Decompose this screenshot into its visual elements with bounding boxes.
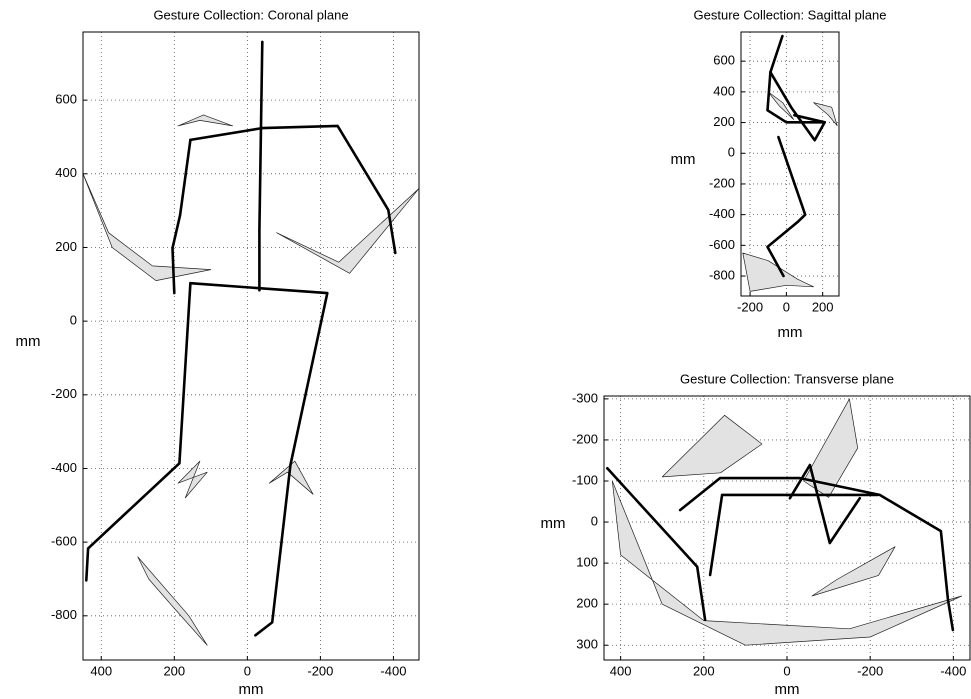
y-tick-label: 200 <box>576 596 598 611</box>
x-tick-label: 400 <box>610 663 632 678</box>
chart-title: Gesture Collection: Coronal plane <box>153 7 348 22</box>
x-tick-label: 400 <box>90 663 112 678</box>
gesture-ribbon <box>813 102 838 126</box>
chart-title: Gesture Collection: Transverse plane <box>680 371 894 386</box>
skeleton-line <box>85 281 192 582</box>
skeleton-line <box>766 135 807 278</box>
y-tick-label: 0 <box>591 513 598 528</box>
y-axis-label: mm <box>671 151 696 168</box>
plot-content <box>606 398 963 646</box>
x-tick-label: 200 <box>693 663 715 678</box>
y-axis-label: mm <box>16 333 41 350</box>
subplot: 400 200 0 -200 -400 -800 -600 -400 -200 0 200 400 60… <box>16 7 420 698</box>
x-axis-label: mm <box>778 324 803 341</box>
gesture-ribbon <box>177 460 208 499</box>
x-tick-label: 0 <box>783 299 790 314</box>
x-tick-label: -200 <box>307 663 333 678</box>
y-tick-label: -200 <box>572 431 598 446</box>
gesture-ribbon <box>661 414 763 478</box>
gesture-ribbon <box>811 546 896 597</box>
skeleton-line <box>258 40 264 292</box>
y-tick-label: -600 <box>709 237 735 252</box>
y-tick-label: 600 <box>713 53 735 68</box>
y-tick-label: 0 <box>728 145 735 160</box>
skeleton-line <box>606 467 707 622</box>
y-tick-label: 300 <box>576 637 598 652</box>
y-tick-label: -800 <box>51 607 77 622</box>
chart-title: Gesture Collection: Sagittal plane <box>694 7 887 22</box>
axes-frame <box>82 31 420 661</box>
x-tick-label: 0 <box>783 663 790 678</box>
plot-content <box>83 40 419 646</box>
x-tick-label: -200 <box>857 663 883 678</box>
x-tick-label: -200 <box>737 299 763 314</box>
y-tick-label: -400 <box>709 206 735 221</box>
y-tick-label: -600 <box>51 534 77 549</box>
skeleton-line <box>171 138 192 295</box>
gesture-ribbon <box>742 252 814 292</box>
skeleton-line <box>189 124 397 255</box>
skeleton-line <box>189 281 329 637</box>
y-tick-label: 400 <box>713 83 735 98</box>
subplot: -200 0 200 -800 -600 -400 -200 0 200 400 600 Gestur… <box>671 7 887 341</box>
y-tick-label: 200 <box>55 239 77 254</box>
x-tick-label: -400 <box>380 663 406 678</box>
y-tick-label: 200 <box>713 114 735 129</box>
y-tick-label: 600 <box>55 92 77 107</box>
gesture-ribbon <box>83 173 212 281</box>
y-tick-label: -400 <box>51 460 77 475</box>
x-axis-label: mm <box>239 681 264 698</box>
subplot: 400 200 0 -200 -400 -300 -200 -100 0 100 200 300 Ges… <box>541 371 971 698</box>
gesture-ribbon <box>611 480 963 646</box>
x-tick-label: -400 <box>940 663 966 678</box>
y-tick-label: 100 <box>576 555 598 570</box>
axes-frame <box>740 31 840 297</box>
gesture-ribbon <box>767 91 794 120</box>
y-tick-label: -200 <box>709 175 735 190</box>
y-tick-label: -300 <box>572 390 598 405</box>
gesture-ribbon <box>177 114 234 127</box>
x-tick-label: 200 <box>812 299 834 314</box>
plot-area <box>741 32 839 296</box>
y-axis-label: mm <box>541 515 566 532</box>
plot-content <box>742 34 838 292</box>
y-tick-label: -200 <box>51 386 77 401</box>
y-tick-label: 400 <box>55 165 77 180</box>
x-axis-label: mm <box>775 681 800 698</box>
x-tick-label: 200 <box>163 663 185 678</box>
y-tick-label: -100 <box>572 472 598 487</box>
plot-area <box>83 32 419 660</box>
gesture-ribbon <box>276 188 419 274</box>
skeleton-line <box>766 70 826 124</box>
skeleton-line <box>678 476 955 632</box>
gesture-ribbon <box>803 398 859 498</box>
skeleton-line <box>708 493 879 577</box>
y-tick-label: -800 <box>709 267 735 282</box>
x-tick-label: 0 <box>244 663 251 678</box>
axes-frame <box>603 395 971 661</box>
gesture-ribbon <box>137 556 208 646</box>
skeleton-line <box>788 463 862 545</box>
y-tick-label: 0 <box>70 313 77 328</box>
